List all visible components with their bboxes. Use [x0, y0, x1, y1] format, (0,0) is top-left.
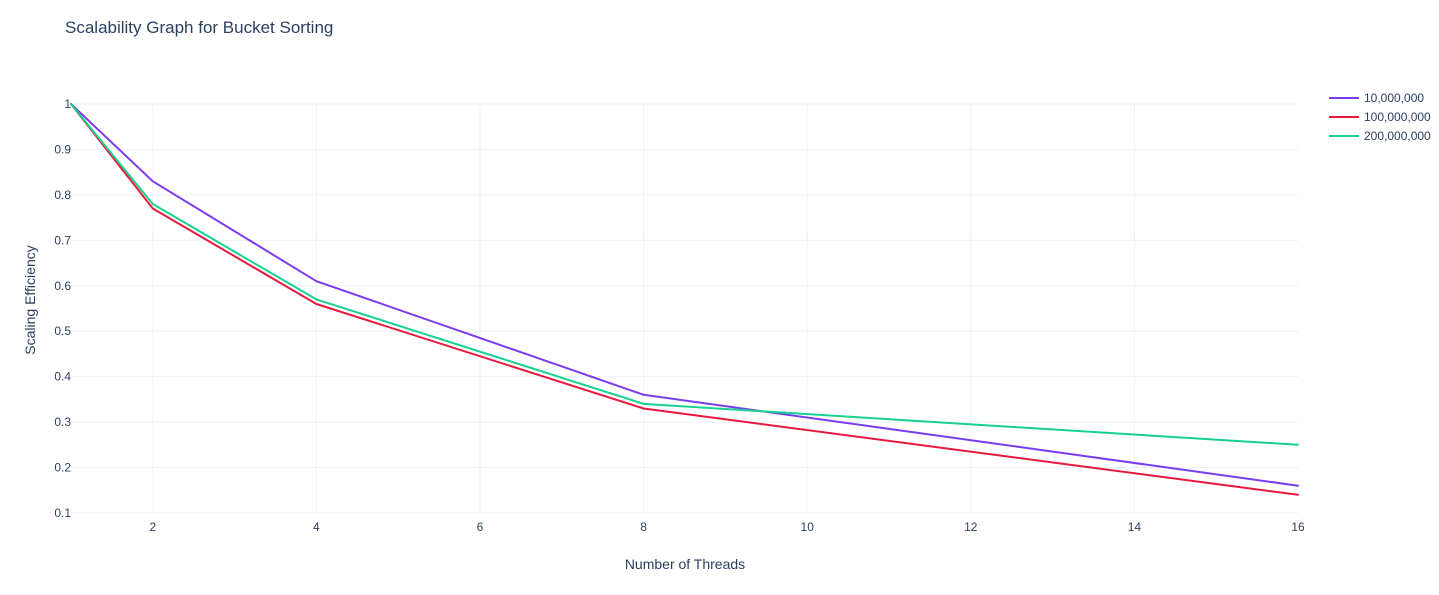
y-tick-label: 1	[64, 97, 71, 111]
y-tick-label: 0.6	[54, 279, 71, 293]
y-tick-label: 0.2	[54, 461, 71, 475]
grid	[71, 103, 1298, 514]
legend-item[interactable]: 200,000,000	[1329, 129, 1431, 143]
legend-item[interactable]: 10,000,000	[1329, 91, 1424, 105]
y-tick-label: 0.4	[54, 370, 71, 384]
x-tick-label: 14	[1128, 520, 1142, 534]
legend-label: 200,000,000	[1364, 129, 1431, 143]
x-tick-label: 8	[640, 520, 647, 534]
chart-title: Scalability Graph for Bucket Sorting	[65, 18, 333, 37]
y-tick-label: 0.1	[54, 506, 71, 520]
series-line-100000000	[70, 103, 1299, 496]
x-tick-label: 10	[801, 520, 815, 534]
x-axis-title: Number of Threads	[625, 556, 745, 572]
y-tick-label: 0.8	[54, 188, 71, 202]
legend-label: 10,000,000	[1364, 91, 1424, 105]
x-tick-label: 4	[313, 520, 320, 534]
legend-item[interactable]: 100,000,000	[1329, 110, 1431, 124]
x-tick-label: 16	[1291, 520, 1305, 534]
y-axis-ticks: 0.1 0.2 0.3 0.4 0.5 0.6 0.7 0.8 0.9 1	[54, 97, 71, 520]
series-lines	[70, 103, 1299, 496]
y-tick-label: 0.3	[54, 415, 71, 429]
legend[interactable]: 10,000,000 100,000,000 200,000,000	[1329, 91, 1431, 143]
y-tick-label: 0.9	[54, 142, 71, 156]
y-tick-label: 0.7	[54, 233, 71, 247]
y-tick-label: 0.5	[54, 324, 71, 338]
series-line-200000000	[70, 103, 1299, 446]
legend-label: 100,000,000	[1364, 110, 1431, 124]
x-tick-label: 6	[477, 520, 484, 534]
x-tick-label: 2	[149, 520, 156, 534]
x-tick-label: 12	[964, 520, 978, 534]
y-axis-title: Scaling Efficiency	[22, 245, 38, 354]
series-line-10000000	[70, 103, 1299, 487]
x-axis-ticks: 2 4 6 8 10 12 14 16	[149, 520, 1305, 534]
